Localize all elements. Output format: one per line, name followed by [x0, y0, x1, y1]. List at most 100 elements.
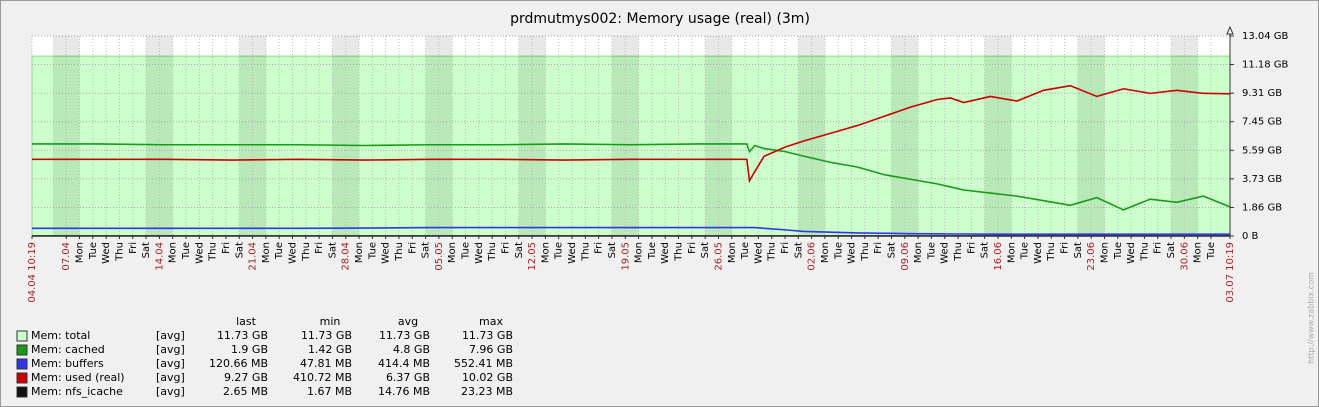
legend-stat: 414.4 MB — [378, 357, 430, 370]
x-tick-label: Mon — [727, 242, 738, 263]
x-tick-label: Tue — [1206, 242, 1217, 260]
legend-stat: 11.73 GB — [462, 329, 513, 342]
x-tick-label: Fri — [594, 242, 605, 254]
x-tick-label: 14.04 — [154, 242, 165, 271]
x-tick-label: Sat — [234, 242, 245, 258]
legend-name: Mem: total — [31, 329, 90, 342]
x-tick-label: Thu — [953, 242, 964, 262]
y-tick-label: 1.86 GB — [1242, 202, 1282, 213]
x-tick-label: Fri — [1060, 242, 1071, 254]
y-tick-label: 0 B — [1242, 231, 1259, 242]
legend-stat: 14.76 MB — [378, 385, 430, 398]
x-tick-label: Thu — [301, 242, 312, 262]
x-tick-label: Tue — [181, 242, 192, 260]
x-tick-label: 16.06 — [993, 242, 1004, 271]
legend-swatch — [16, 330, 28, 342]
y-tick-label: 11.18 GB — [1242, 60, 1289, 71]
x-tick-label: Tue — [926, 242, 937, 260]
x-tick-label: Sat — [607, 242, 618, 258]
watermark: http://www.zabbix.com — [1307, 272, 1316, 364]
x-tick-label: Thu — [394, 242, 405, 262]
x-tick-label: 21.04 — [248, 242, 259, 271]
x-tick-label: Tue — [367, 242, 378, 260]
x-tick-label: 23.06 — [1086, 242, 1097, 271]
line — [32, 143, 1231, 211]
x-tick-label: Thu — [1139, 242, 1150, 262]
x-tick-label: Wed — [381, 242, 392, 264]
x-tick-label: Thu — [580, 242, 591, 262]
x-tick-label: Mon — [820, 242, 831, 263]
legend-stat: 10.02 GB — [462, 371, 513, 384]
x-tick-label: Sat — [1166, 242, 1177, 258]
x-tick-label: Tue — [740, 242, 751, 260]
x-tick-label: Fri — [687, 242, 698, 254]
legend-header: min — [320, 315, 341, 328]
legend-function: [avg] — [156, 343, 185, 356]
x-tick-label: Thu — [767, 242, 778, 262]
legend-stat: 11.73 GB — [379, 329, 430, 342]
x-tick-label: Wed — [847, 242, 858, 264]
legend-stat: 120.66 MB — [209, 357, 268, 370]
legend-stat: 23.23 MB — [461, 385, 513, 398]
x-tick-label: Wed — [567, 242, 578, 264]
x-tick-label: Wed — [1033, 242, 1044, 264]
legend-stat: 552.41 MB — [454, 357, 513, 370]
legend-function: [avg] — [156, 357, 185, 370]
x-tick-label: Wed — [101, 242, 112, 264]
legend-function: [avg] — [156, 329, 185, 342]
x-tick-label: Mon — [261, 242, 272, 263]
x-tick-label: Wed — [194, 242, 205, 264]
legend-stat: 2.65 MB — [223, 385, 268, 398]
x-tick-label: Sat — [141, 242, 152, 258]
x-tick-label: Fri — [966, 242, 977, 254]
legend-stat: 1.42 GB — [308, 343, 352, 356]
axis-arrow — [1226, 25, 1234, 35]
y-tick-label: 5.59 GB — [1242, 145, 1282, 156]
legend-swatch — [16, 358, 28, 370]
x-tick-label: Fri — [314, 242, 325, 254]
x-tick-label: Tue — [833, 242, 844, 260]
x-tick-label: Mon — [1193, 242, 1204, 263]
legend-header: max — [479, 315, 503, 328]
x-tick-label: 30.06 — [1179, 242, 1190, 271]
x-tick-label: Mon — [168, 242, 179, 263]
legend-stat: 4.8 GB — [393, 343, 430, 356]
x-tick-label: Wed — [1126, 242, 1137, 264]
x-tick-label: Mon — [1099, 242, 1110, 263]
x-tick-label: Tue — [461, 242, 472, 260]
x-tick-label: Tue — [88, 242, 99, 260]
x-tick-label: Fri — [873, 242, 884, 254]
legend-name: Mem: nfs_icache — [31, 385, 123, 398]
x-tick-label: Thu — [114, 242, 125, 262]
legend-name: Mem: cached — [31, 343, 105, 356]
x-tick-label: Tue — [1113, 242, 1124, 260]
x-tick-label: Fri — [1153, 242, 1164, 254]
x-tick-label: Sat — [327, 242, 338, 258]
x-tick-label: Mon — [634, 242, 645, 263]
x-tick-label: Thu — [1046, 242, 1057, 262]
x-tick-label: 19.05 — [620, 242, 631, 271]
legend-swatch — [16, 372, 28, 384]
y-tick-label: 3.73 GB — [1242, 174, 1282, 185]
x-tick-label: Wed — [660, 242, 671, 264]
x-tick-label: Tue — [1020, 242, 1031, 260]
x-tick-label: Mon — [354, 242, 365, 263]
x-tick-label: Mon — [1006, 242, 1017, 263]
x-tick-label: Thu — [208, 242, 219, 262]
x-tick-label: Sat — [886, 242, 897, 258]
x-tick-label: Fri — [221, 242, 232, 254]
legend-name: Mem: buffers — [31, 357, 104, 370]
x-tick-label: Thu — [674, 242, 685, 262]
legend-swatch — [16, 386, 28, 398]
x-tick-label: 12.05 — [527, 242, 538, 271]
legend-stat: 1.67 MB — [307, 385, 352, 398]
x-tick-label: Mon — [540, 242, 551, 263]
legend-function: [avg] — [156, 385, 185, 398]
legend-stat: 410.72 MB — [293, 371, 352, 384]
x-tick-label: Tue — [274, 242, 285, 260]
x-tick-label: Wed — [287, 242, 298, 264]
x-tick-label: Fri — [128, 242, 139, 254]
x-tick-label: 05.05 — [434, 242, 445, 271]
x-tick-label: 03.07 10:19 — [1225, 242, 1236, 303]
x-tick-label: Tue — [554, 242, 565, 260]
